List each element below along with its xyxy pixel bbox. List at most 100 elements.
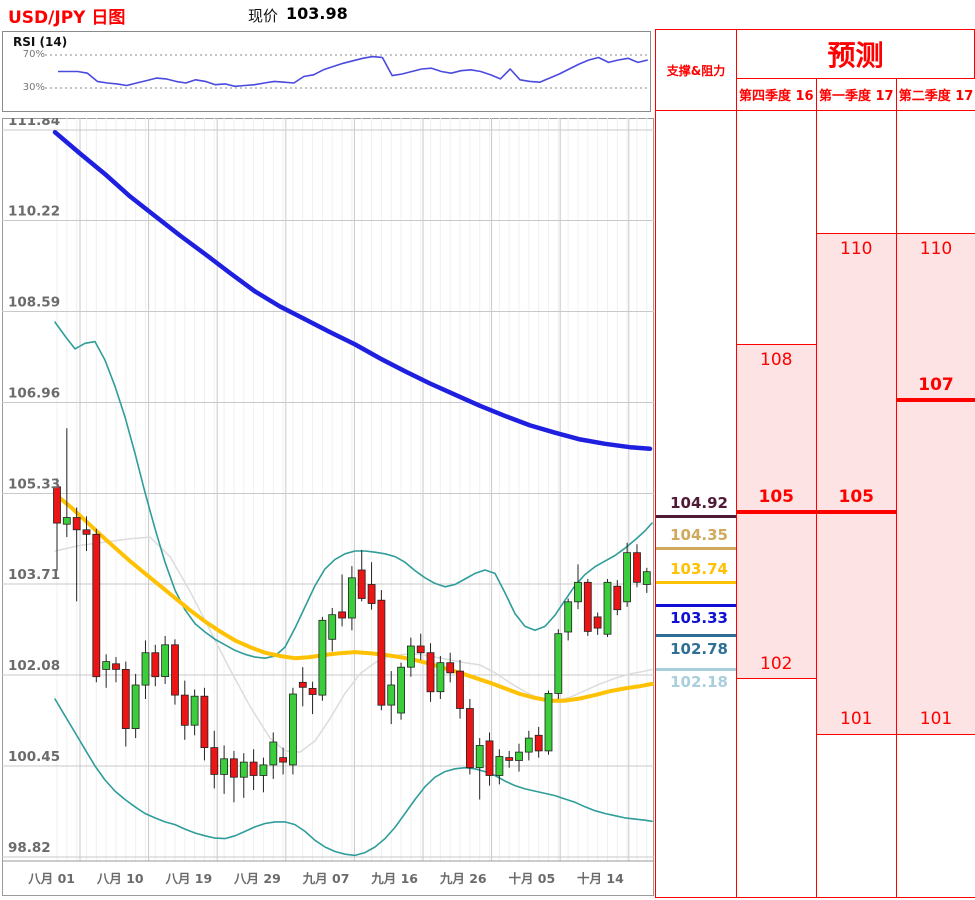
sr-level-value: 103.33: [670, 609, 728, 628]
x-axis-label: 九月 07: [302, 871, 350, 886]
candle-body: [72, 517, 81, 531]
candle-body: [328, 614, 337, 640]
candle-body: [623, 552, 631, 603]
forecast-header: 预测: [736, 29, 975, 79]
sr-level-line: [656, 580, 736, 584]
candle-body: [613, 585, 622, 611]
y-axis-label: 98.82: [8, 840, 51, 856]
forecast-top-value: 108: [760, 350, 793, 371]
x-axis-label: 八月 01: [27, 871, 75, 886]
y-axis-label: 100.45: [8, 749, 60, 765]
y-axis-label: 102.08: [8, 658, 60, 674]
candle-body: [515, 751, 523, 761]
forecast-range-box: [896, 232, 975, 736]
candle-body: [239, 761, 248, 778]
candle-body: [564, 601, 573, 633]
candle-body: [53, 486, 61, 524]
candle-body: [603, 581, 612, 635]
ma-short-yellow-line: [53, 492, 654, 703]
candle-body: [524, 737, 533, 753]
candle-body: [318, 619, 327, 696]
current-price-label: 现价: [248, 7, 279, 25]
bollinger-middle-line: [54, 536, 653, 753]
forecast-top-value: 110: [919, 238, 953, 259]
candle-body: [583, 581, 592, 632]
candle-body: [475, 745, 484, 769]
forecast-mid-value: 105: [838, 486, 875, 507]
bollinger-lower-line: [54, 698, 653, 857]
price-chart-plot: 111.84 110.22 108.59 106.96 105.33 103.71 102.…: [2, 118, 654, 886]
rsi-overbought-label: 70%: [22, 49, 45, 60]
candle-body: [269, 741, 278, 766]
quarter-header: 第二季度 17: [896, 78, 975, 111]
candle-body: [505, 757, 514, 761]
candle-body: [92, 533, 101, 678]
sr-level-value: 104.92: [670, 494, 728, 513]
candle-body: [544, 693, 553, 752]
quarter-header: 第一季度 17: [815, 78, 897, 111]
sr-level-value: 103.74: [670, 560, 728, 579]
candle-body: [279, 757, 288, 763]
forecast-top-value: 110: [840, 238, 873, 259]
sr-level-line: [656, 546, 736, 550]
candle-body: [249, 761, 258, 776]
candle-body: [406, 645, 415, 668]
candle-body: [141, 652, 150, 686]
candle-body: [633, 552, 641, 583]
current-price-value: 103.98: [286, 4, 348, 23]
y-axis-label: 111.84: [8, 118, 60, 129]
sr-body-cell: [655, 110, 737, 898]
sr-level-value: 102.18: [670, 673, 728, 692]
forecast-range-box: [815, 232, 897, 736]
candle-body: [62, 517, 71, 525]
quarter-header: 第四季度 16: [736, 78, 817, 111]
candle-body: [171, 644, 179, 696]
forecast-bottom-value: 102: [760, 653, 793, 674]
rsi-indicator-label: RSI (14): [13, 35, 68, 49]
y-axis-label: 110.22: [8, 204, 60, 220]
sr-level-line: [656, 634, 736, 638]
candle-body: [416, 645, 425, 654]
candle-body: [112, 663, 120, 670]
candle-body: [190, 695, 199, 726]
candle-body: [220, 758, 229, 775]
x-axis-label: 九月 26: [439, 871, 487, 886]
candle-body: [367, 584, 376, 604]
candle-body: [377, 599, 386, 706]
forecast-panel: 支撑&阻力 预测 第四季度 16 第一季度 17 第二季度 17 104.92 104.35…: [655, 29, 975, 898]
forecast-bottom-value: 101: [840, 709, 873, 730]
candle-body: [387, 684, 396, 706]
candle-body: [436, 662, 445, 693]
candle-body: [102, 661, 111, 670]
candle-body: [593, 616, 602, 629]
sr-level-line: [656, 514, 736, 518]
ma-long-blue-line: [52, 129, 653, 452]
y-axis-label: 108.59: [8, 295, 60, 311]
y-axis-label: 103.71: [8, 567, 60, 583]
candle-body: [446, 662, 455, 674]
candle-body: [397, 666, 406, 714]
sr-level-line: [656, 667, 736, 671]
rsi-panel: RSI (14) 70% 30%: [2, 31, 651, 112]
forecast-mid-value: 107: [918, 375, 954, 396]
x-axis-label: 八月 29: [233, 871, 281, 886]
symbol-title: USD/JPY 日图: [8, 8, 126, 28]
candle-body: [495, 756, 504, 776]
candle-body: [357, 569, 366, 599]
y-axis-label: 105.33: [8, 477, 60, 493]
x-axis-label: 八月 10: [96, 871, 144, 886]
forecast-bottom-value: 101: [919, 709, 953, 730]
candle-body: [131, 684, 140, 729]
candle-body: [554, 633, 563, 694]
candle-body: [426, 652, 435, 693]
candle-body: [456, 670, 464, 709]
sr-level-line: [656, 603, 736, 607]
forecast-mid-line: [896, 398, 975, 403]
x-axis-label: 十月 05: [508, 871, 555, 886]
candle-body: [210, 747, 219, 775]
candle-body: [574, 581, 582, 603]
sr-level-value: 102.78: [670, 639, 728, 658]
forecast-mid-line: [736, 509, 817, 514]
sr-level-value: 104.35: [670, 526, 728, 545]
